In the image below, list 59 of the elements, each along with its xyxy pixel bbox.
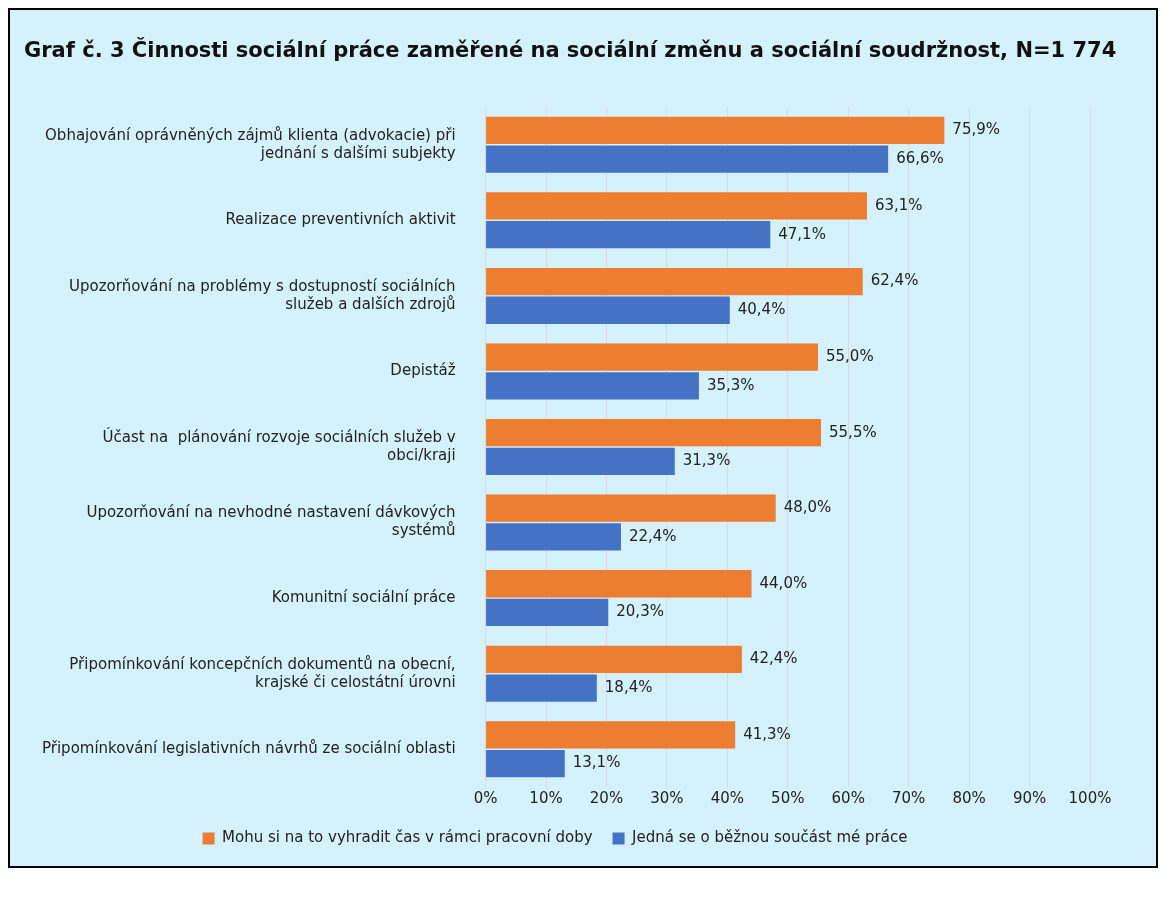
x-tick-label: 50% — [771, 788, 805, 807]
bar — [486, 674, 597, 702]
data-label: 44,0% — [759, 573, 808, 592]
y-tick-label: Realizace preventivních aktivit — [225, 210, 456, 229]
data-label: 48,0% — [783, 498, 832, 517]
data-label: 41,3% — [743, 724, 791, 743]
data-label: 13,1% — [572, 753, 621, 772]
bar — [486, 749, 565, 778]
x-tick-label: 60% — [831, 788, 865, 807]
x-tick-label: 80% — [952, 788, 986, 807]
data-label: 47,1% — [778, 224, 826, 243]
bar — [486, 447, 675, 475]
x-tick-label: 20% — [589, 788, 624, 807]
data-label: 20,3% — [616, 602, 664, 621]
y-tick-label: Komunitní sociální práce — [271, 588, 456, 606]
data-label: 35,3% — [706, 375, 755, 394]
bar — [486, 523, 621, 551]
x-tick-label: 10% — [529, 788, 563, 807]
y-tick-label: Upozorňování na nevhodné nastavení dávkových systémů — [86, 503, 456, 540]
data-label: 63,1% — [874, 195, 923, 214]
data-label: 22,4% — [628, 526, 677, 545]
chart-title: Graf č. 3 Činnosti sociální práce zaměřené na sociální změnu a sociální soudržnost, N=1 774 — [23, 36, 1118, 64]
data-label: 62,4% — [870, 271, 919, 290]
data-label: 55,5% — [829, 422, 877, 441]
x-tick-label: 70% — [892, 788, 926, 807]
bar — [486, 192, 867, 220]
bar — [486, 721, 736, 749]
bar — [486, 570, 752, 598]
bar — [486, 598, 609, 627]
y-tick-label: Připomínkování legislativních návrhů ze sociální oblasti — [41, 739, 456, 758]
data-label: 55,0% — [826, 346, 874, 365]
data-label: 18,4% — [604, 677, 653, 696]
data-label: 40,4% — [737, 300, 786, 319]
data-label: 31,3% — [682, 451, 731, 470]
y-tick-label: Připomínkování koncepčních dokumentů na obecní, krajské či celostátní úrovni — [69, 654, 456, 691]
data-label: 42,4% — [749, 649, 798, 668]
y-tick-label: Upozorňování na problémy s dostupností sociálních služeb a dalších zdrojů — [69, 276, 456, 313]
bar — [486, 419, 822, 447]
x-tick-label: 90% — [1012, 788, 1047, 807]
bar — [486, 221, 771, 249]
data-label: 75,9% — [952, 120, 1000, 139]
legend-label: Jedná se o běžnou součást mé práce — [631, 828, 908, 847]
x-tick-label: 30% — [650, 788, 684, 807]
bar — [486, 145, 889, 173]
x-tick-label: 0% — [473, 788, 498, 807]
bar — [486, 116, 945, 145]
x-tick-label: 100% — [1068, 788, 1112, 807]
x-tick-label: 40% — [710, 788, 745, 807]
bar — [486, 267, 863, 296]
bar — [486, 494, 776, 522]
bar — [486, 343, 819, 371]
y-tick-label: Depistáž — [390, 361, 456, 380]
data-label: 66,6% — [896, 149, 944, 168]
y-tick-label: Obhajování oprávněných zájmů klienta (advokacie) při jednání s dalšími subjekty — [45, 125, 456, 162]
bar — [486, 372, 699, 400]
bar — [486, 296, 730, 324]
bar — [486, 645, 742, 673]
y-tick-label: Účast na plánování rozvoje sociálních služeb v obci/kraji — [102, 426, 456, 464]
legend-label: Mohu si na to vyhradit čas v rámci pracovní doby — [222, 828, 593, 847]
